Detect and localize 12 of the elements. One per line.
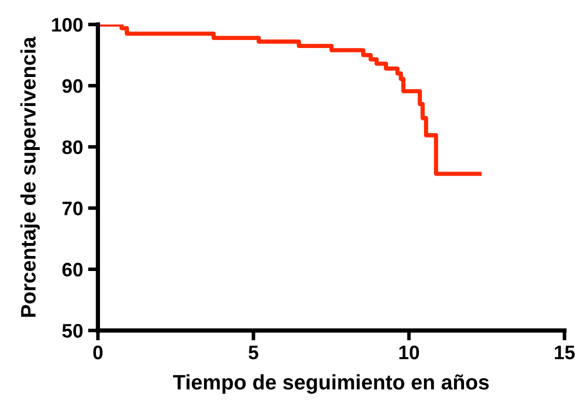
x-tick-label: 10 xyxy=(399,346,419,360)
x-tick-label: 0 xyxy=(93,346,103,360)
y-tick-label: 90 xyxy=(62,79,83,93)
x-axis-title: Tiempo de seguimiento en años xyxy=(173,374,489,394)
y-axis-title: Porcentaje de supervivencia xyxy=(20,36,40,317)
y-tick-label: 70 xyxy=(62,202,83,216)
y-tick-label: 60 xyxy=(62,262,83,277)
y-tick-label: 50 xyxy=(62,324,83,338)
y-tick-label: 100 xyxy=(52,18,83,32)
y-tick-label: 80 xyxy=(62,140,83,154)
x-tick-label: 5 xyxy=(248,346,258,360)
x-tick-label: 15 xyxy=(554,346,575,360)
